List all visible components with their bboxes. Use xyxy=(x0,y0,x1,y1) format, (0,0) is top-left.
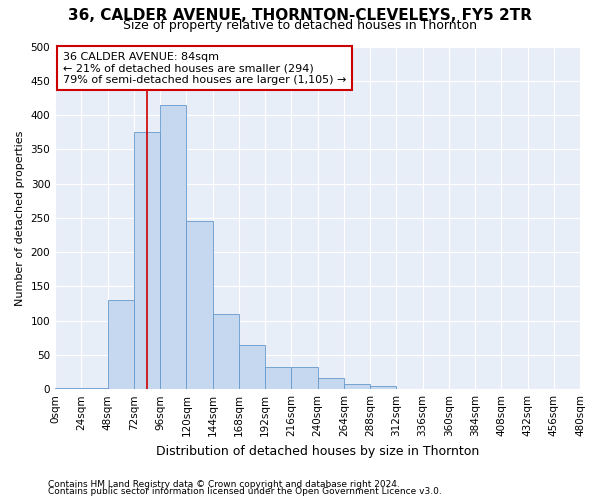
Bar xyxy=(265,366,292,389)
Bar xyxy=(187,222,212,389)
Bar xyxy=(239,344,265,389)
Bar xyxy=(82,388,107,389)
Text: Contains public sector information licensed under the Open Government Licence v3: Contains public sector information licen… xyxy=(48,487,442,496)
Bar xyxy=(292,366,317,389)
Text: Size of property relative to detached houses in Thornton: Size of property relative to detached ho… xyxy=(123,18,477,32)
Bar xyxy=(212,314,239,389)
Bar xyxy=(160,105,187,389)
Y-axis label: Number of detached properties: Number of detached properties xyxy=(15,130,25,306)
Text: Contains HM Land Registry data © Crown copyright and database right 2024.: Contains HM Land Registry data © Crown c… xyxy=(48,480,400,489)
Bar xyxy=(344,384,370,389)
Bar xyxy=(317,378,344,389)
X-axis label: Distribution of detached houses by size in Thornton: Distribution of detached houses by size … xyxy=(156,444,479,458)
Bar xyxy=(107,300,134,389)
Bar xyxy=(370,386,397,389)
Text: 36, CALDER AVENUE, THORNTON-CLEVELEYS, FY5 2TR: 36, CALDER AVENUE, THORNTON-CLEVELEYS, F… xyxy=(68,8,532,22)
Bar xyxy=(55,388,82,389)
Text: 36 CALDER AVENUE: 84sqm
← 21% of detached houses are smaller (294)
79% of semi-d: 36 CALDER AVENUE: 84sqm ← 21% of detache… xyxy=(63,52,346,85)
Bar xyxy=(134,132,160,389)
